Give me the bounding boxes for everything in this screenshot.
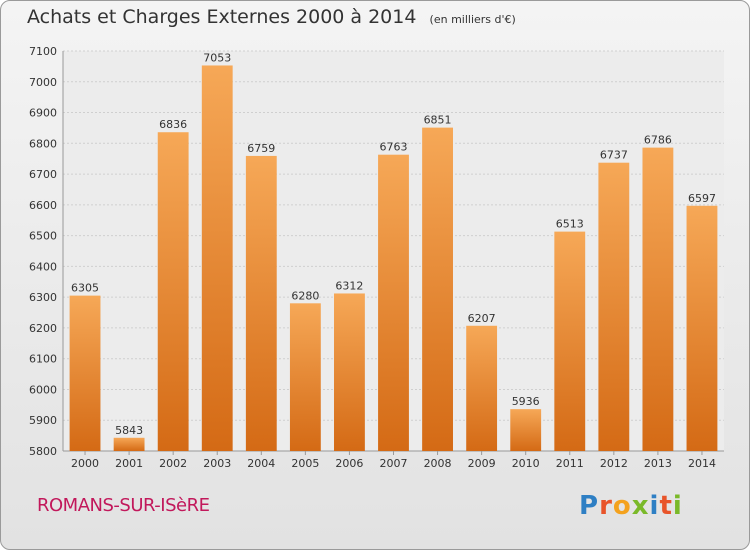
x-tick-label: 2013 <box>644 457 672 470</box>
bar <box>686 205 718 451</box>
y-tick-label: 7100 <box>29 45 57 58</box>
x-tick-label: 2012 <box>600 457 628 470</box>
y-tick-label: 6600 <box>29 199 57 212</box>
x-tick-label: 2007 <box>380 457 408 470</box>
bar-value-label: 6312 <box>335 279 363 292</box>
x-tick-label: 2002 <box>159 457 187 470</box>
bar-value-label: 6597 <box>688 192 716 205</box>
chart-unit: (en milliers d'€) <box>429 13 516 26</box>
x-tick-label: 2009 <box>468 457 496 470</box>
y-tick-label: 6100 <box>29 353 57 366</box>
bar <box>554 231 586 451</box>
y-tick-label: 6300 <box>29 291 57 304</box>
city-name: ROMANS-SUR-ISèRE <box>37 495 210 516</box>
x-tick-label: 2011 <box>556 457 584 470</box>
y-tick-label: 6400 <box>29 260 57 273</box>
bar-value-label: 6513 <box>556 218 584 231</box>
logo-letter: P <box>579 491 600 521</box>
bar <box>378 154 409 451</box>
bar <box>510 409 542 451</box>
logo-letter: t <box>659 491 673 521</box>
x-tick-label: 2008 <box>424 457 452 470</box>
bar-value-label: 6759 <box>247 142 275 155</box>
bar-value-label: 5843 <box>115 424 143 437</box>
bar <box>289 303 321 451</box>
y-tick-label: 6000 <box>29 383 57 396</box>
bar-value-label: 6737 <box>600 149 628 162</box>
x-tick-label: 2004 <box>247 457 275 470</box>
proxiti-logo: Proxiti <box>579 491 683 521</box>
bar-value-label: 7053 <box>203 51 231 64</box>
y-tick-label: 6900 <box>29 107 57 120</box>
y-tick-label: 6500 <box>29 230 57 243</box>
logo-letter: o <box>612 491 632 521</box>
y-tick-label: 5800 <box>29 445 57 458</box>
logo-letter: x <box>631 491 650 521</box>
bar <box>466 325 498 451</box>
y-tick-label: 7000 <box>29 76 57 89</box>
chart-title: Achats et Charges Externes 2000 à 2014 <box>27 6 417 28</box>
bar <box>642 147 674 451</box>
x-tick-label: 2006 <box>335 457 363 470</box>
bar <box>69 295 101 451</box>
x-tick-label: 2010 <box>512 457 540 470</box>
x-tick-label: 2000 <box>71 457 99 470</box>
bar <box>113 437 145 451</box>
logo-letter: i <box>672 491 683 521</box>
logo-letter: i <box>649 491 660 521</box>
bar <box>245 155 277 451</box>
bar <box>157 132 189 451</box>
bar-value-label: 6786 <box>644 134 672 147</box>
x-tick-label: 2003 <box>203 457 231 470</box>
bar <box>201 65 233 451</box>
bar <box>334 293 365 451</box>
y-tick-label: 6200 <box>29 322 57 335</box>
y-tick-label: 6700 <box>29 168 57 181</box>
bar <box>598 162 630 451</box>
bar <box>422 127 453 451</box>
logo-letter: r <box>599 491 613 521</box>
y-tick-label: 6800 <box>29 137 57 150</box>
bar-value-label: 6207 <box>468 312 496 325</box>
bar-value-label: 5936 <box>512 395 540 408</box>
bar-value-label: 6305 <box>71 282 99 295</box>
bar-value-label: 6280 <box>291 289 319 302</box>
bar-value-label: 6763 <box>380 141 408 154</box>
y-tick-label: 5900 <box>29 414 57 427</box>
x-tick-label: 2014 <box>688 457 716 470</box>
bar-value-label: 6836 <box>159 118 187 131</box>
title-row: Achats et Charges Externes 2000 à 2014 (… <box>27 6 516 28</box>
x-tick-label: 2001 <box>115 457 143 470</box>
bar-value-label: 6851 <box>424 114 452 127</box>
x-tick-label: 2005 <box>291 457 319 470</box>
